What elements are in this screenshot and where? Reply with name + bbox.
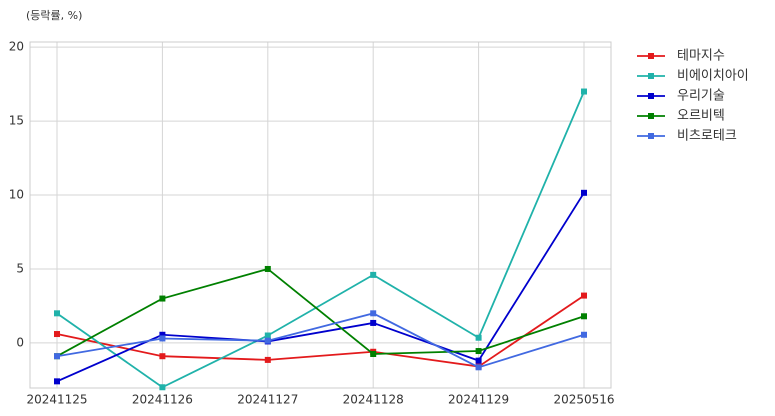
y-tick-label: 5 (16, 261, 24, 275)
legend-marker (648, 73, 654, 79)
data-point (581, 292, 587, 299)
data-point (581, 88, 587, 95)
data-point (264, 332, 271, 339)
legend-label: 오르비텍 (677, 109, 725, 124)
y-axis-label: (등락률, %) (26, 9, 82, 22)
data-point (581, 331, 587, 338)
data-point (370, 310, 377, 317)
plot-frame (29, 41, 612, 389)
series-line (56, 294, 585, 368)
legend-marker (648, 53, 654, 59)
data-point (159, 335, 166, 342)
data-point (370, 350, 377, 357)
data-point (159, 331, 166, 338)
data-point (581, 189, 587, 196)
x-tick-label: 20241129 (448, 393, 509, 407)
data-point (159, 353, 166, 360)
data-point (264, 356, 271, 363)
series-line (56, 192, 585, 383)
data-point (370, 271, 377, 278)
x-tick-label: 20241125 (26, 393, 87, 407)
legend-marker (648, 93, 654, 99)
series-line (56, 91, 585, 389)
series-line (56, 267, 585, 357)
x-tick-label: 20241126 (132, 393, 193, 407)
data-point (475, 364, 482, 371)
y-tick-label: 20 (9, 40, 24, 54)
data-point (264, 265, 271, 272)
legend-marker (648, 113, 654, 119)
legend-label: 우리기술 (677, 89, 725, 104)
y-tick-label: 15 (9, 114, 24, 128)
series-line (56, 312, 585, 369)
data-point (264, 337, 271, 344)
legend-label: 비에이치아이 (677, 69, 749, 84)
legend-label: 비츠로테크 (677, 129, 737, 144)
data-point (370, 319, 377, 326)
x-tick-label: 20250516 (553, 393, 614, 407)
legend-marker (648, 133, 654, 139)
y-tick-label: 0 (16, 335, 24, 349)
data-point (54, 331, 60, 338)
data-point (581, 313, 587, 320)
data-point (54, 378, 60, 385)
data-point (159, 295, 166, 302)
data-point (475, 348, 482, 355)
legend-label: 테마지수 (677, 49, 725, 64)
y-tick-label: 10 (9, 188, 24, 202)
data-point (475, 334, 482, 341)
data-point (159, 384, 166, 391)
data-point (54, 353, 60, 360)
data-point (475, 357, 482, 364)
x-tick-label: 20241128 (343, 393, 404, 407)
x-tick-label: 20241127 (237, 393, 298, 407)
data-point (54, 310, 60, 317)
